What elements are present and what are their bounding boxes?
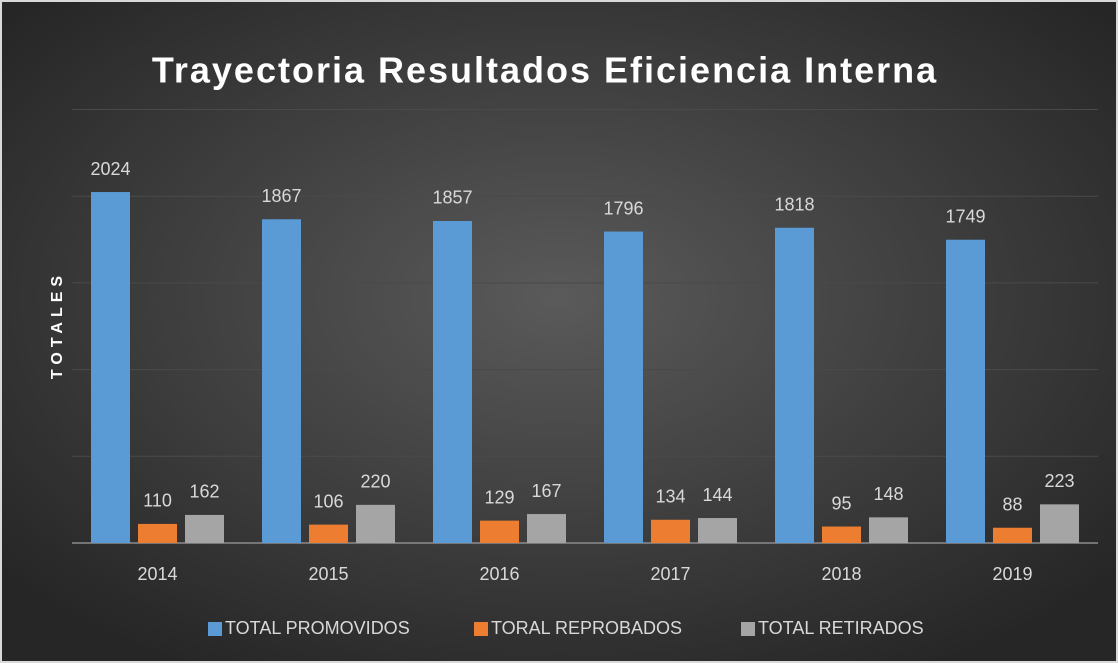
bar (822, 526, 861, 543)
bar (527, 514, 566, 543)
bar (480, 520, 519, 543)
data-label: 162 (189, 482, 219, 502)
bar (262, 219, 301, 543)
legend-swatch (208, 622, 222, 636)
bar (698, 518, 737, 543)
x-tick-label: 2016 (479, 564, 519, 584)
legend-label: TOTAL PROMOVIDOS (225, 618, 410, 638)
data-label: 1857 (432, 188, 472, 208)
legend-label: TORAL REPROBADOS (491, 618, 682, 638)
bar (604, 231, 643, 543)
bar (651, 519, 690, 543)
data-label: 129 (484, 487, 514, 507)
bar (1040, 504, 1079, 543)
y-axis-label: TOTALES (49, 271, 66, 379)
bar (138, 523, 177, 543)
bar (775, 227, 814, 544)
data-label: 2024 (90, 159, 130, 179)
bar (993, 527, 1032, 543)
data-label: 1796 (603, 198, 643, 218)
data-label: 148 (873, 484, 903, 504)
data-label: 134 (655, 487, 685, 507)
bar (433, 220, 472, 543)
x-tick-label: 2019 (992, 564, 1032, 584)
data-label: 1818 (774, 195, 814, 215)
x-tick-label: 2017 (650, 564, 690, 584)
bar (356, 504, 395, 543)
data-label: 95 (831, 493, 851, 513)
chart-title: Trayectoria Resultados Eficiencia Intern… (152, 50, 938, 91)
data-label: 88 (1002, 494, 1022, 514)
bar (869, 517, 908, 543)
x-tick-label: 2015 (308, 564, 348, 584)
data-label: 106 (313, 491, 343, 511)
data-label: 144 (702, 485, 732, 505)
legend-label: TOTAL RETIRADOS (758, 618, 924, 638)
bar (309, 524, 348, 543)
bar (185, 514, 224, 543)
data-label: 110 (143, 491, 172, 511)
bar (91, 192, 130, 544)
data-label: 167 (531, 481, 561, 501)
data-label: 1867 (261, 186, 301, 206)
legend-swatch (474, 622, 488, 636)
data-label: 220 (360, 472, 390, 492)
data-label: 1749 (945, 206, 985, 226)
x-tick-label: 2018 (821, 564, 861, 584)
bar (946, 239, 985, 544)
data-label: 223 (1044, 471, 1074, 491)
legend-swatch (741, 622, 755, 636)
x-tick-label: 2014 (137, 564, 177, 584)
